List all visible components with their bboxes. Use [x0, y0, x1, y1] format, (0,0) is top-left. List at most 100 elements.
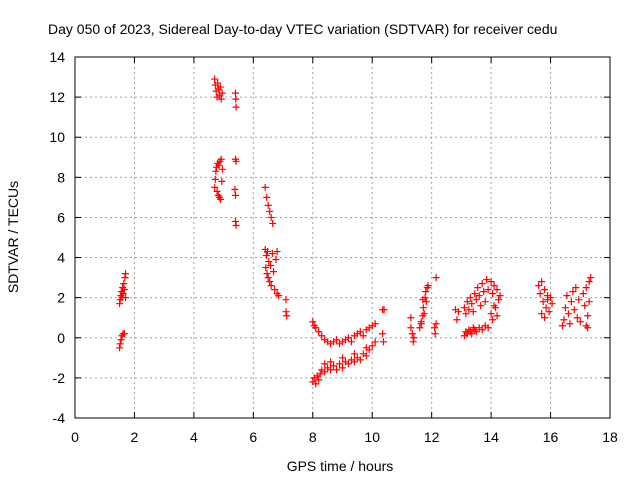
- x-tick-label: 6: [249, 429, 257, 445]
- data-point: [263, 270, 271, 278]
- data-point: [419, 296, 427, 304]
- x-tick-label: 12: [424, 429, 440, 445]
- data-point: [408, 330, 416, 338]
- data-point: [356, 328, 364, 336]
- y-tick-label: 6: [57, 209, 65, 225]
- data-point: [536, 290, 544, 298]
- data-point: [495, 296, 503, 304]
- data-point: [496, 292, 504, 300]
- data-point: [265, 258, 273, 266]
- data-point: [462, 310, 470, 318]
- x-tick-label: 0: [71, 429, 79, 445]
- data-point: [483, 276, 491, 284]
- data-point: [572, 284, 580, 292]
- data-point: [264, 201, 272, 209]
- data-point: [431, 330, 439, 338]
- data-point: [471, 290, 479, 298]
- data-point: [339, 364, 346, 372]
- data-point: [120, 330, 128, 338]
- data-point: [584, 312, 592, 320]
- data-point: [489, 290, 497, 298]
- data-point: [472, 328, 480, 336]
- data-point: [217, 155, 225, 163]
- data-point: [269, 219, 277, 227]
- data-point: [218, 177, 226, 185]
- data-point: [417, 318, 425, 326]
- data-point: [539, 298, 547, 306]
- data-point: [573, 314, 581, 322]
- data-point: [231, 185, 239, 193]
- data-point: [422, 298, 430, 306]
- data-point: [117, 336, 125, 344]
- data-point: [490, 302, 498, 310]
- data-point: [283, 312, 291, 320]
- data-point: [379, 330, 387, 338]
- data-point: [380, 338, 388, 346]
- data-point: [541, 286, 549, 294]
- data-point: [477, 302, 485, 310]
- data-point: [475, 292, 483, 300]
- data-point: [213, 187, 221, 195]
- data-point: [119, 290, 127, 298]
- data-point: [484, 286, 492, 294]
- y-tick-label: 2: [57, 290, 65, 306]
- data-point: [318, 332, 326, 340]
- data-point: [232, 157, 240, 165]
- data-point: [468, 330, 476, 338]
- data-point: [478, 326, 486, 334]
- data-point: [350, 358, 358, 366]
- data-point: [535, 282, 543, 290]
- data-point: [487, 310, 495, 318]
- data-point: [541, 314, 549, 322]
- data-point: [490, 282, 498, 290]
- y-tick-label: 10: [49, 129, 65, 145]
- data-point: [420, 310, 428, 318]
- data-point: [371, 320, 379, 328]
- data-point: [270, 268, 278, 276]
- data-point: [558, 322, 566, 330]
- y-tick-labels: -4 -2 0 2 4 6 8 10 12 14: [49, 49, 65, 426]
- data-point: [422, 288, 430, 296]
- data-point: [493, 312, 501, 320]
- data-point: [548, 300, 556, 308]
- data-point: [312, 380, 320, 388]
- data-point: [407, 314, 415, 322]
- data-point: [538, 278, 546, 286]
- data-point: [582, 284, 590, 292]
- data-point: [218, 89, 226, 97]
- data-point: [469, 308, 477, 316]
- data-points: [116, 75, 595, 388]
- data-point: [567, 298, 575, 306]
- data-point: [489, 316, 497, 324]
- y-tick-label: -4: [53, 410, 66, 426]
- data-point: [267, 262, 275, 270]
- data-point: [336, 360, 344, 368]
- data-point: [581, 302, 589, 310]
- data-point: [416, 324, 424, 332]
- data-point: [282, 296, 290, 304]
- data-point: [272, 256, 280, 264]
- data-point: [271, 286, 279, 294]
- data-point: [333, 336, 341, 344]
- data-point: [569, 288, 577, 296]
- data-point: [410, 334, 418, 342]
- data-point: [561, 304, 569, 312]
- data-point: [232, 95, 240, 103]
- data-point: [432, 320, 440, 328]
- data-point: [432, 274, 440, 282]
- data-point: [262, 252, 270, 260]
- data-point: [215, 161, 223, 169]
- data-point: [262, 264, 270, 272]
- data-point: [564, 310, 572, 318]
- data-point: [116, 340, 124, 348]
- data-point: [120, 286, 128, 294]
- data-point: [407, 324, 415, 332]
- x-tick-label: 18: [602, 429, 618, 445]
- data-point: [217, 195, 225, 203]
- data-point: [493, 286, 501, 294]
- data-point: [454, 308, 462, 316]
- data-point: [362, 352, 370, 360]
- chart-title: Day 050 of 2023, Sidereal Day-to-day VTE…: [48, 21, 557, 37]
- data-point: [478, 280, 486, 288]
- data-point: [217, 95, 225, 103]
